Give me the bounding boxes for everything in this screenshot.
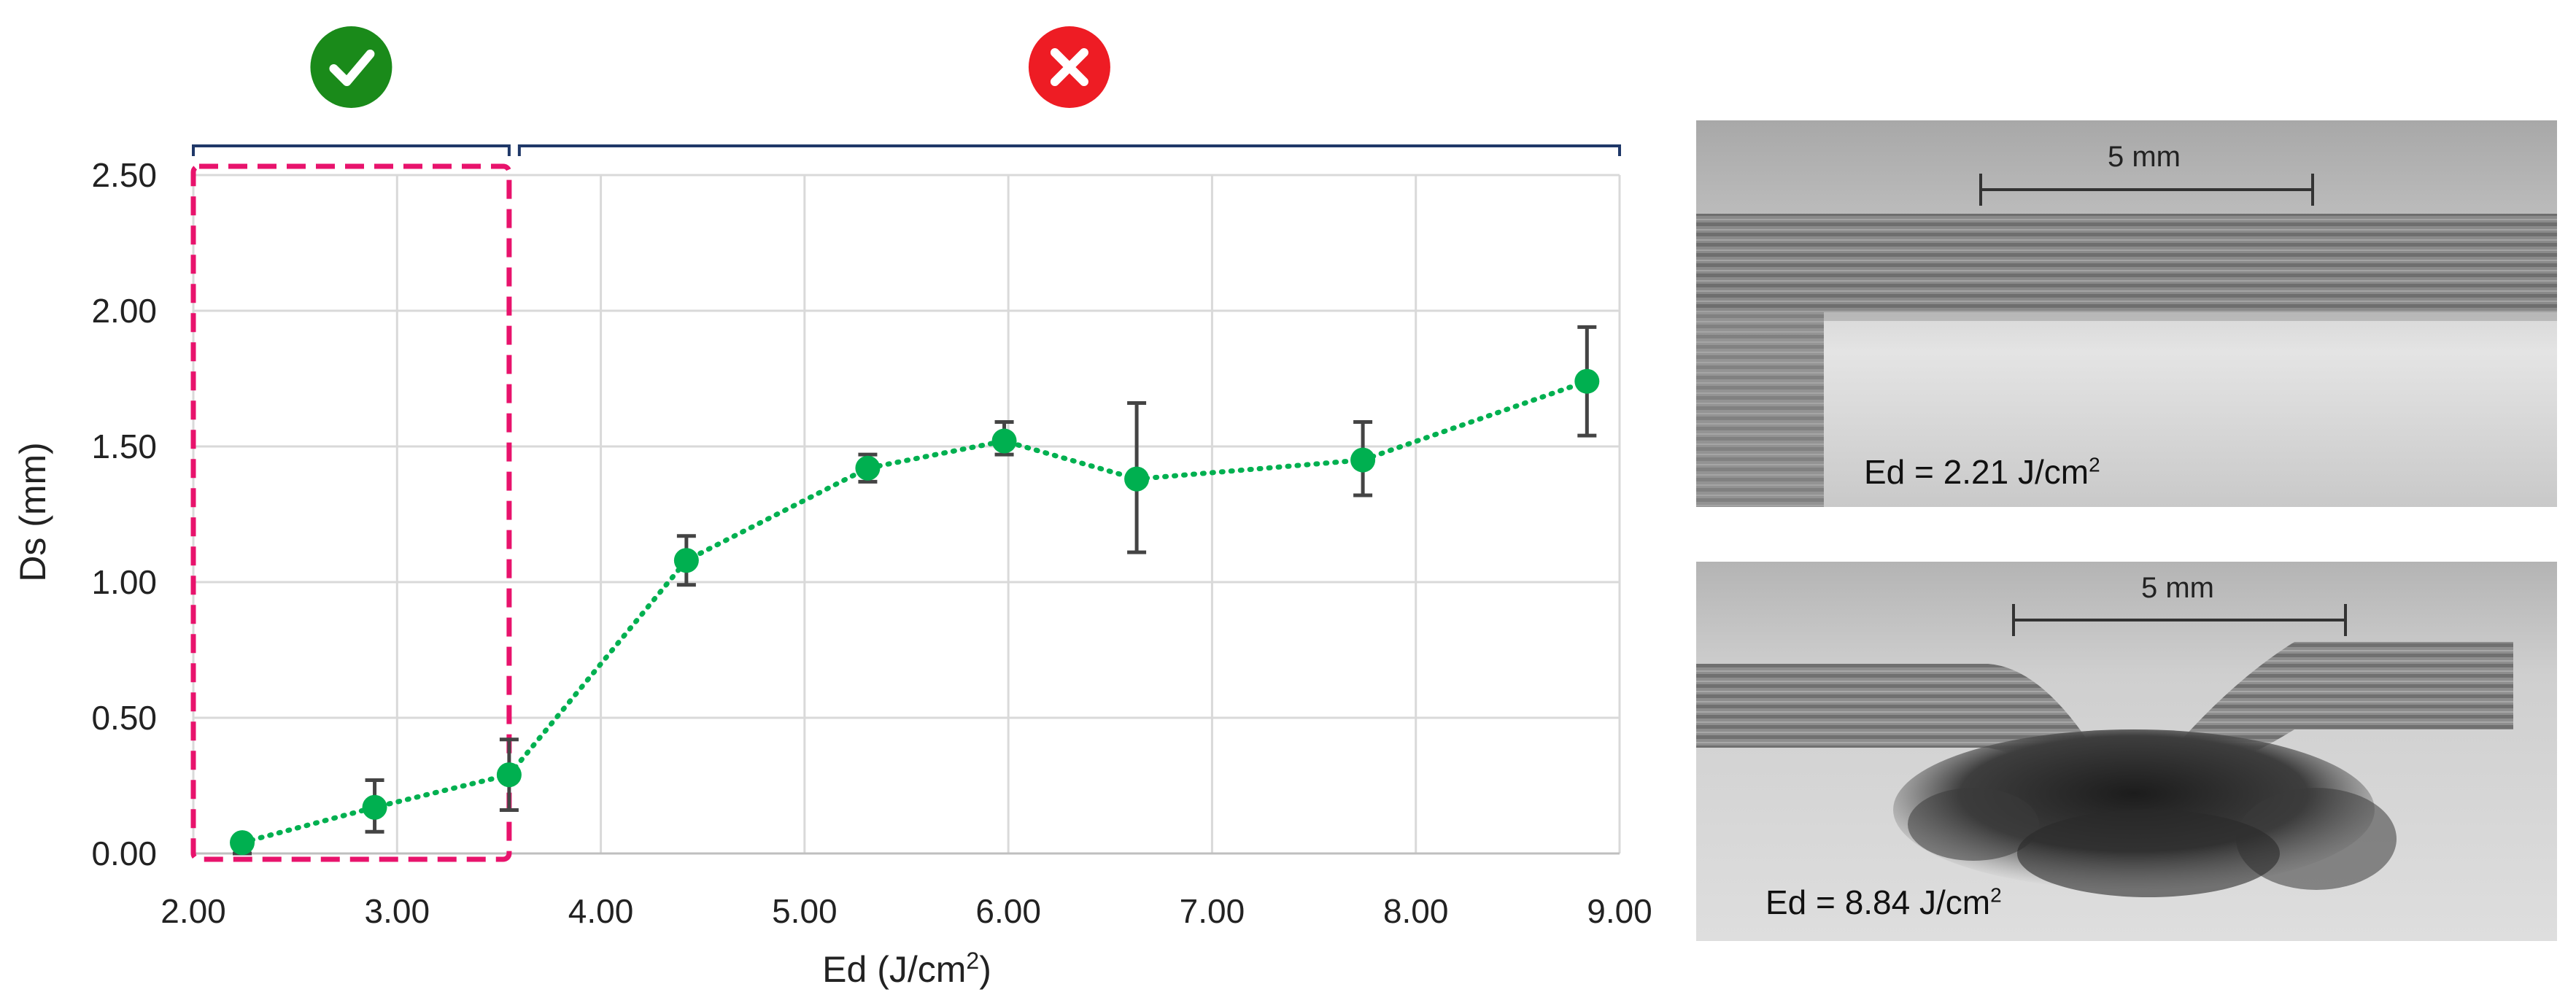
grid <box>192 174 1621 855</box>
data-point <box>1574 368 1600 394</box>
range-bracket <box>517 144 1621 156</box>
icon-circle <box>310 26 392 108</box>
y-tick-label: 0.00 <box>91 834 157 872</box>
y-tick-label: 2.50 <box>91 156 157 194</box>
photo-caption: Ed = 2.21 J/cm2 <box>1864 453 2100 491</box>
x-tick-label: 5.00 <box>772 892 838 930</box>
y-tick-label: 1.50 <box>91 427 157 465</box>
cross-icon <box>1028 26 1110 108</box>
data-point <box>673 548 699 573</box>
data-point <box>1350 447 1376 473</box>
x-tick-label: 2.00 <box>160 892 226 930</box>
highlight-box <box>190 163 512 862</box>
y-tick-label: 0.50 <box>91 699 157 737</box>
x-axis-label: Ed (J/cm2) <box>822 948 991 990</box>
range-brackets <box>192 26 1621 156</box>
scale-bar-label: 5 mm <box>2141 572 2214 604</box>
y-axis-label: Ds (mm) <box>12 442 53 582</box>
series <box>230 325 1600 856</box>
scale-bar-label: 5 mm <box>2108 141 2181 173</box>
photo-caption: Ed = 8.84 J/cm2 <box>1765 883 2002 921</box>
check-icon <box>310 26 392 108</box>
data-point <box>991 428 1017 454</box>
x-tick-label: 3.00 <box>365 892 430 930</box>
data-point <box>496 762 522 788</box>
y-tick-label: 1.00 <box>91 563 157 601</box>
x-tick-label: 8.00 <box>1383 892 1449 930</box>
y-tick-label: 2.00 <box>91 292 157 330</box>
photo-high-energy: 5 mm Ed = 8.84 J/cm2 <box>1696 562 2557 941</box>
cross-mark <box>1050 48 1088 86</box>
data-point <box>362 794 387 820</box>
x-tick-label: 9.00 <box>1587 892 1652 930</box>
data-point <box>230 830 255 856</box>
x-tick-label: 4.00 <box>568 892 634 930</box>
x-tick-label: 7.00 <box>1180 892 1245 930</box>
photo-low-energy: 5 mm Ed = 2.21 J/cm2 <box>1696 120 2557 507</box>
data-point <box>1124 466 1150 492</box>
range-bracket <box>192 144 511 156</box>
series-line <box>239 379 1590 845</box>
check-mark <box>329 50 375 86</box>
highlight-region <box>190 163 512 862</box>
data-point <box>855 455 881 481</box>
y-tick-labels: 0.00 0.50 1.00 1.50 2.00 2.50 <box>91 156 157 872</box>
x-tick-label: 6.00 <box>975 892 1041 930</box>
chart: 2.00 3.00 4.00 5.00 6.00 7.00 8.00 9.00 0.00 0.5… <box>12 26 1652 990</box>
x-tick-labels: 2.00 3.00 4.00 5.00 6.00 7.00 8.00 9.00 <box>160 892 1652 930</box>
